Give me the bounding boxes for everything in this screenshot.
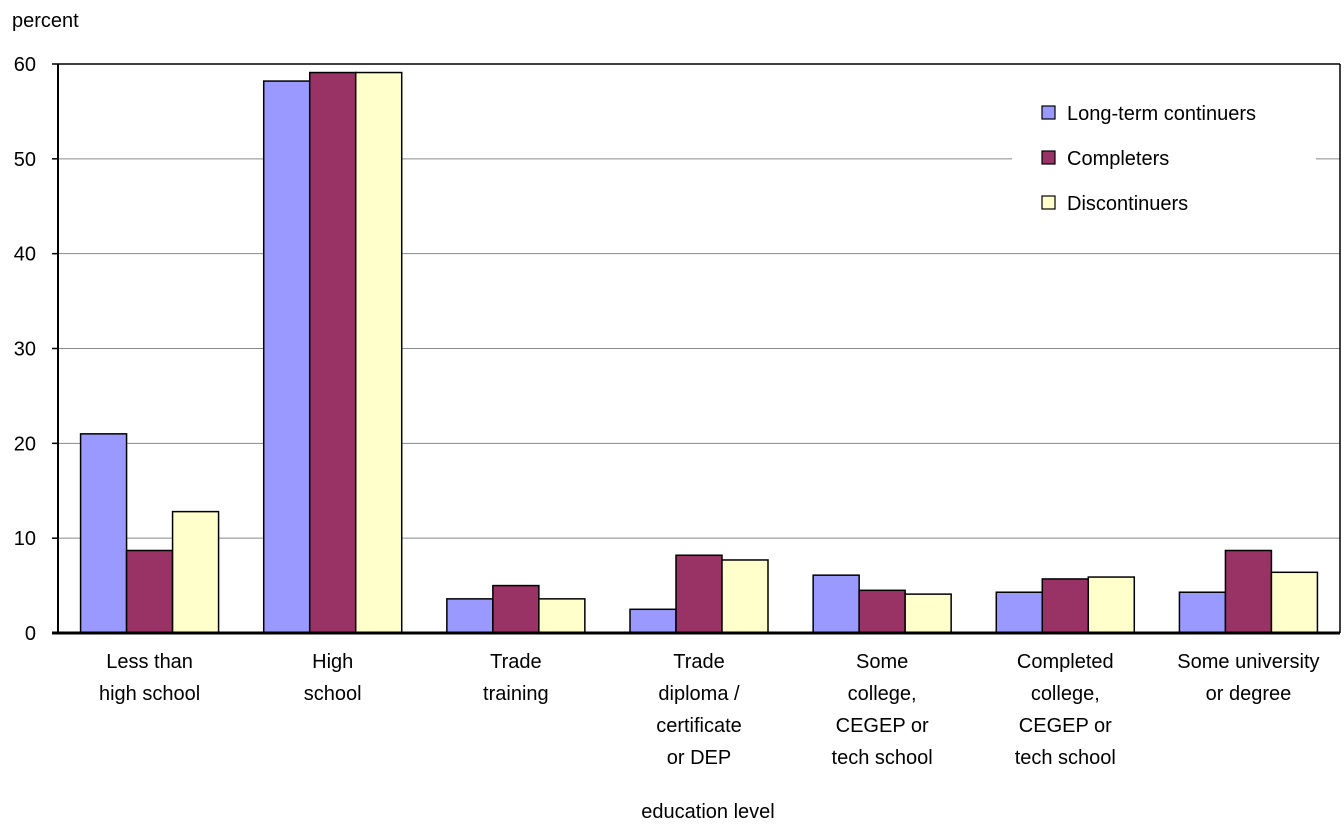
legend-swatch [1041,105,1056,120]
bar [262,80,311,634]
bar [904,593,952,634]
legend-label: Long-term continuers [1067,103,1256,125]
x-tick-label: Completed college, CEGEP or tech school [1015,651,1116,769]
bar [308,71,357,634]
bar [1224,549,1273,634]
legend-swatch [1041,195,1056,210]
x-tick-label: Trade diploma / certificate or DEP [656,651,742,769]
bar [995,591,1044,634]
bar [79,433,128,634]
bar [812,574,860,634]
y-tick-label: 0 [25,623,36,645]
y-tick-label: 30 [14,339,36,361]
legend-label: Discontinuers [1067,193,1188,215]
x-tick-label: Less than high school [99,651,200,705]
legend-box [1012,90,1316,232]
bar [1041,578,1090,634]
y-tick-label: 40 [14,244,36,266]
x-tick-labels: Less than high school High school Trade train… [99,651,1320,769]
bar [538,598,586,634]
bar [675,554,723,634]
y-axis-label: percent [12,10,79,32]
legend: Long-term continuers Completers Discontinu… [1041,103,1256,215]
y-tick-label: 10 [14,528,36,550]
bar [1087,576,1136,634]
bar [629,608,677,634]
y-tick-labels: 0 10 20 30 40 50 60 [14,54,36,645]
bars [79,71,1319,634]
x-tick-label: Some college, CEGEP or tech school [832,651,933,769]
bar [125,549,174,634]
y-tick-label: 50 [14,149,36,171]
bar [1270,571,1319,634]
y-tick-label: 60 [14,54,36,76]
legend-label: Completers [1067,148,1169,170]
x-tick-label: Trade training [483,651,549,705]
x-axis-label: education level [641,801,774,823]
bar [1178,591,1227,634]
bar [858,589,906,634]
x-tick-label: High school [304,651,362,705]
bar [354,71,403,634]
y-tick-label: 20 [14,433,36,455]
bar [446,598,494,634]
bar [721,559,769,634]
legend-swatch [1041,150,1056,165]
axes [52,63,1341,635]
bar [171,510,220,634]
bar [492,584,540,634]
x-tick-label: Some university or degree [1177,651,1319,705]
